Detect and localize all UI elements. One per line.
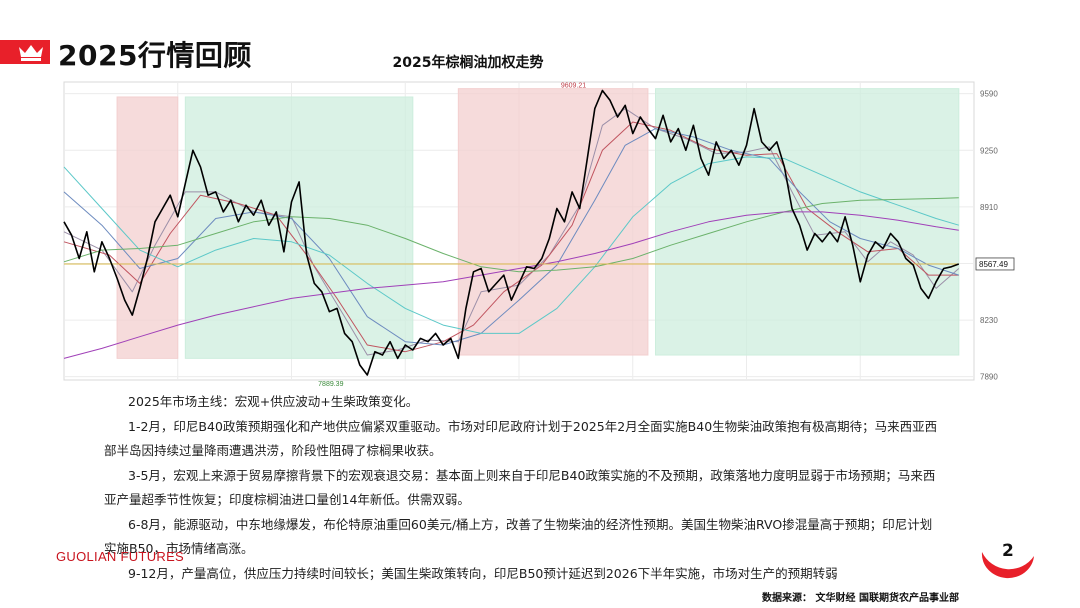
y-tick-label: 7890 <box>980 373 998 382</box>
shaded-region <box>655 88 960 356</box>
shaded-region <box>184 96 414 359</box>
moving-average-line <box>63 128 959 346</box>
y-tick-label: 8910 <box>980 203 998 212</box>
brand-thin: FUTURES <box>116 549 185 564</box>
commentary-line: 亚产量超季节性恢复；印度棕榈油进口量创14年新低。供需双弱。 <box>104 492 470 507</box>
price-annotation: 9609.21 <box>561 82 586 89</box>
chart-title: 2025年棕榈油加权走势 <box>392 55 544 71</box>
y-tick-label: 8230 <box>980 316 998 325</box>
commentary-line: 2025年市场主线：宏观+供应波动+生柴政策变化。 <box>128 394 419 409</box>
brand-logo-text: GUOLIAN FUTURES <box>56 549 184 564</box>
page-number: 2 <box>1002 541 1014 561</box>
y-tick-label: 9590 <box>980 90 998 99</box>
brand-bold: GUOLIAN <box>56 549 117 564</box>
data-source: 数据来源： 文华财经 国联期货农产品事业部 <box>762 593 959 604</box>
commentary-line: 实施B50，市场情绪高涨。 <box>104 541 254 556</box>
moving-average-line <box>63 121 959 353</box>
commentary-line: 6-8月，能源驱动，中东地缘爆发，布伦特原油重回60美元/桶上方，改善了生物柴油… <box>128 516 933 532</box>
moving-average-line <box>63 156 959 334</box>
commentary-line: 9-12月，产量高位，供应压力持续时间较长；美国生柴政策转向，印尼B50预计延迟… <box>128 565 838 581</box>
price-line <box>63 89 960 376</box>
moving-average-line <box>63 211 959 359</box>
price-annotation: 7889.39 <box>318 381 343 388</box>
last-price-tag <box>975 257 1015 271</box>
price-chart: 7890823085708910925095909609.217889.3985… <box>63 81 1015 388</box>
page-arc-icon <box>981 552 1034 579</box>
moving-average-line <box>63 197 959 273</box>
y-tick-label: 9250 <box>980 146 998 155</box>
commentary-line: 部半岛因持续过量降雨遭遇洪涝，阶段性阻碍了棕榈果收获。 <box>104 443 442 458</box>
page-title: 2025行情回顾 <box>58 39 252 72</box>
commentary-line: 3-5月，宏观上来源于贸易摩擦背景下的宏观衰退交易：基本面上则来自于印尼B40政… <box>128 467 936 483</box>
last-price-label: 8567.49 <box>979 260 1008 269</box>
crown-icon <box>19 45 43 61</box>
shaded-region <box>116 96 179 359</box>
commentary-text: 2025年市场主线：宏观+供应波动+生柴政策变化。 1-2月，印尼B40政策预期… <box>104 390 1004 586</box>
commentary-line: 1-2月，印尼B40政策预期强化和产地供应偏紧双重驱动。市场对印尼政府计划于20… <box>128 418 938 434</box>
